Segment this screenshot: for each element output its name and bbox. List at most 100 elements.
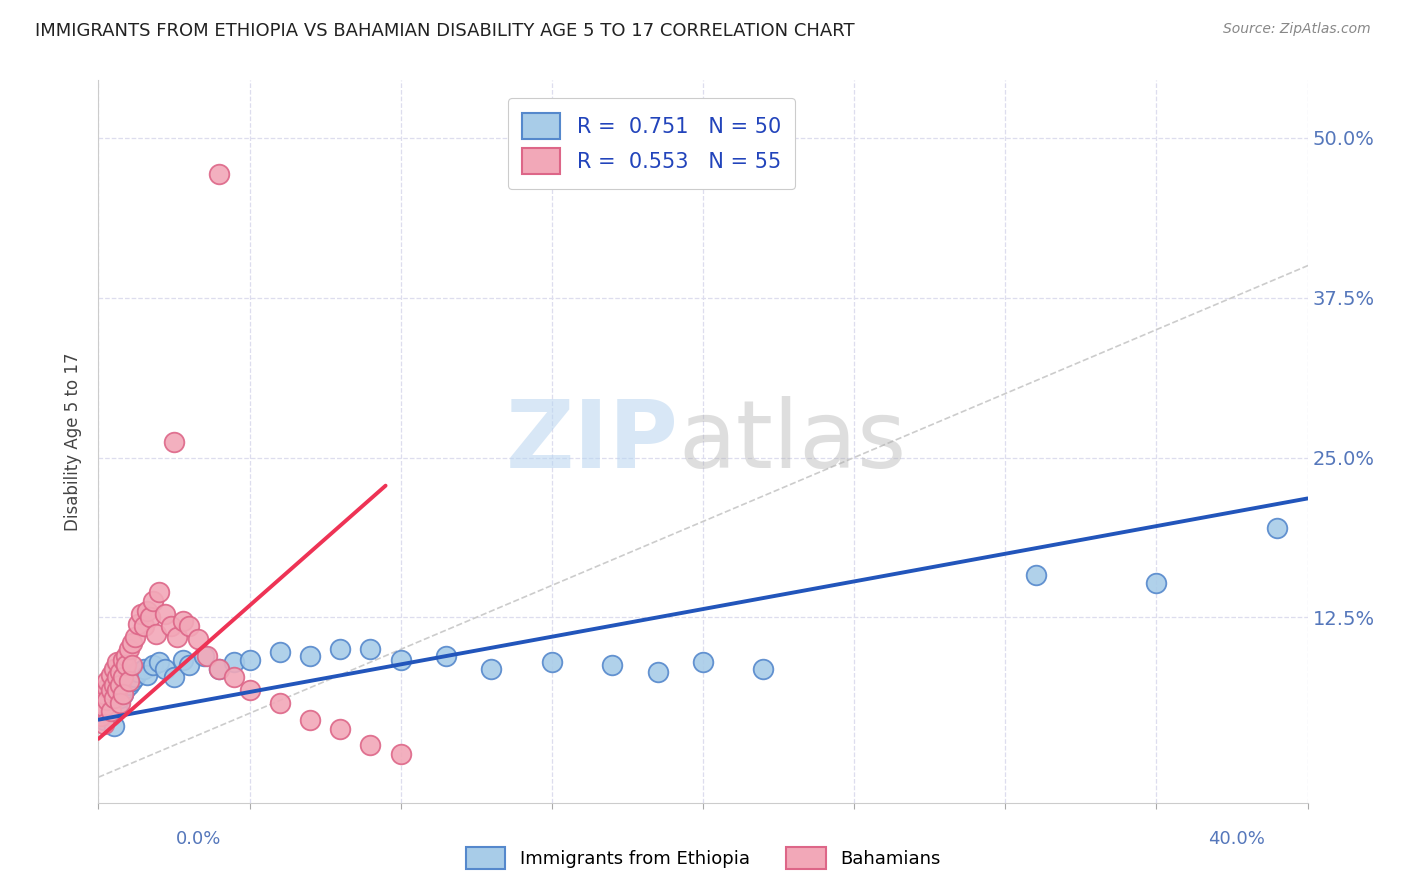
Point: [124, 630, 146, 644]
Point: [647, 665, 669, 680]
Point: [172, 614, 194, 628]
Point: [103, 661, 125, 675]
Point: [153, 661, 176, 675]
Point: [1144, 575, 1167, 590]
Point: [105, 683, 128, 698]
Point: [111, 687, 134, 701]
Legend: R =  0.751   N = 50, R =  0.553   N = 55: R = 0.751 N = 50, R = 0.553 N = 55: [508, 98, 796, 189]
Point: [114, 657, 136, 672]
Point: [111, 671, 134, 685]
Text: Source: ZipAtlas.com: Source: ZipAtlas.com: [1223, 22, 1371, 37]
Point: [105, 671, 128, 685]
Point: [105, 699, 128, 714]
Point: [153, 607, 176, 621]
Point: [100, 704, 122, 718]
Point: [96, 693, 118, 707]
Point: [108, 674, 131, 689]
Point: [187, 632, 209, 646]
Point: [195, 648, 218, 663]
Point: [481, 661, 503, 675]
Point: [142, 593, 165, 607]
Point: [105, 655, 128, 669]
Point: [90, 706, 112, 721]
Point: [111, 687, 134, 701]
Point: [103, 678, 125, 692]
Point: [114, 681, 136, 695]
Point: [239, 683, 262, 698]
Point: [148, 655, 170, 669]
Point: [114, 648, 136, 663]
Point: [132, 661, 155, 675]
Point: [329, 722, 352, 736]
Point: [602, 657, 624, 672]
Point: [127, 616, 149, 631]
Text: ZIP: ZIP: [506, 395, 679, 488]
Point: [389, 652, 412, 666]
Point: [540, 655, 562, 669]
Point: [108, 696, 131, 710]
Point: [208, 661, 231, 675]
Point: [90, 696, 112, 710]
Point: [139, 610, 162, 624]
Point: [208, 661, 231, 675]
Point: [121, 674, 143, 689]
Point: [103, 693, 125, 707]
Text: 40.0%: 40.0%: [1209, 830, 1265, 847]
Point: [129, 607, 152, 621]
Point: [105, 683, 128, 698]
Point: [148, 584, 170, 599]
Point: [160, 619, 183, 633]
Point: [100, 681, 122, 695]
Point: [239, 652, 262, 666]
Point: [193, 648, 215, 663]
Point: [360, 738, 382, 752]
Point: [121, 636, 143, 650]
Point: [132, 619, 155, 633]
Point: [208, 167, 231, 181]
Point: [93, 687, 115, 701]
Point: [111, 652, 134, 666]
Point: [100, 690, 122, 705]
Legend: Immigrants from Ethiopia, Bahamians: Immigrants from Ethiopia, Bahamians: [458, 839, 948, 876]
Point: [118, 642, 141, 657]
Point: [692, 655, 714, 669]
Point: [93, 696, 115, 710]
Point: [224, 671, 246, 685]
Point: [1024, 568, 1046, 582]
Point: [93, 716, 115, 731]
Point: [103, 719, 125, 733]
Point: [299, 648, 322, 663]
Point: [434, 648, 457, 663]
Point: [100, 683, 122, 698]
Point: [114, 668, 136, 682]
Point: [1267, 521, 1289, 535]
Text: atlas: atlas: [679, 395, 907, 488]
Point: [118, 674, 141, 689]
Point: [172, 652, 194, 666]
Text: 0.0%: 0.0%: [176, 830, 221, 847]
Point: [96, 681, 118, 695]
Point: [179, 657, 201, 672]
Point: [329, 642, 352, 657]
Point: [389, 747, 412, 762]
Point: [142, 657, 165, 672]
Point: [100, 709, 122, 723]
Point: [299, 713, 322, 727]
Point: [163, 435, 186, 450]
Point: [135, 604, 157, 618]
Point: [124, 671, 146, 685]
Point: [269, 645, 291, 659]
Point: [90, 709, 112, 723]
Point: [93, 699, 115, 714]
Point: [179, 619, 201, 633]
Point: [127, 665, 149, 680]
Point: [752, 661, 775, 675]
Point: [269, 696, 291, 710]
Text: IMMIGRANTS FROM ETHIOPIA VS BAHAMIAN DISABILITY AGE 5 TO 17 CORRELATION CHART: IMMIGRANTS FROM ETHIOPIA VS BAHAMIAN DIS…: [35, 22, 855, 40]
Point: [135, 668, 157, 682]
Point: [103, 690, 125, 705]
Point: [100, 668, 122, 682]
Point: [108, 665, 131, 680]
Point: [360, 642, 382, 657]
Point: [118, 678, 141, 692]
